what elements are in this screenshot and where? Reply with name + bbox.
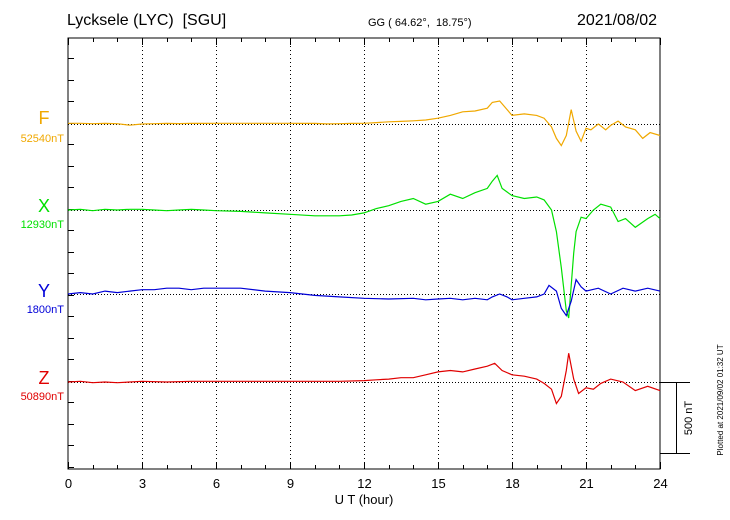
series-y-baseline-value: 1800nT	[27, 304, 65, 316]
x-axis-label: U T (hour)	[335, 492, 394, 507]
coordinates-label: GG ( 64.62°, 18.75°)	[368, 17, 472, 29]
plotted-at-note: Plotted at 2021/09/02 01:32 UT	[716, 344, 725, 455]
x-tick-label: 21	[579, 476, 593, 491]
station-title: Lycksele (LYC) [SGU]	[67, 12, 227, 29]
series-f-line	[68, 100, 661, 147]
series-f-name: F	[39, 108, 50, 128]
x-tick-label: 9	[287, 476, 294, 491]
x-tick-label: 24	[653, 476, 667, 491]
x-tick-label: 12	[357, 476, 371, 491]
series-f-baseline-value: 52540nT	[21, 133, 65, 145]
series-y-name: Y	[38, 281, 50, 301]
x-tick-label: 3	[139, 476, 146, 491]
x-tick-label: 18	[505, 476, 519, 491]
series-z-name: Z	[39, 368, 50, 388]
series-x-baseline-value: 12930nT	[21, 219, 65, 231]
x-tick-label: 0	[65, 476, 72, 491]
date-label: 2021/08/02	[577, 12, 658, 29]
series-y-line	[67, 278, 661, 317]
series-x-name: X	[38, 196, 50, 216]
x-tick-label: 6	[213, 476, 220, 491]
series-x-line	[67, 174, 661, 319]
x-tick-label: 15	[431, 476, 445, 491]
series-z-line	[67, 353, 661, 405]
scale-bar-label: 500 nT	[683, 401, 695, 436]
series-z-baseline-value: 50890nT	[21, 391, 65, 403]
